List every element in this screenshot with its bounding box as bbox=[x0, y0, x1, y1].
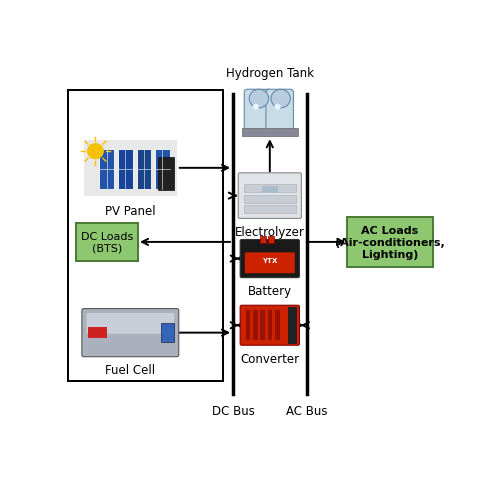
Polygon shape bbox=[100, 150, 114, 190]
Bar bbox=[288, 307, 296, 344]
Bar bbox=[260, 237, 266, 243]
Text: AC Bus: AC Bus bbox=[286, 404, 328, 417]
Polygon shape bbox=[118, 150, 132, 190]
Bar bbox=[260, 311, 265, 340]
Text: Electrolyzer: Electrolyzer bbox=[235, 226, 305, 239]
FancyBboxPatch shape bbox=[82, 309, 179, 357]
Bar bbox=[162, 324, 173, 342]
FancyBboxPatch shape bbox=[238, 173, 302, 219]
FancyBboxPatch shape bbox=[245, 253, 295, 274]
Bar bbox=[262, 186, 278, 194]
Text: Battery: Battery bbox=[248, 285, 292, 298]
Polygon shape bbox=[155, 150, 170, 190]
FancyBboxPatch shape bbox=[76, 224, 138, 261]
FancyBboxPatch shape bbox=[266, 90, 293, 136]
Bar bbox=[268, 311, 272, 340]
Bar bbox=[275, 311, 280, 340]
Text: YTX: YTX bbox=[262, 258, 278, 264]
Circle shape bbox=[250, 90, 268, 108]
Text: AC Loads
(Air-conditioners,
Lighting): AC Loads (Air-conditioners, Lighting) bbox=[335, 226, 445, 259]
FancyBboxPatch shape bbox=[84, 141, 177, 196]
Circle shape bbox=[253, 105, 259, 110]
FancyBboxPatch shape bbox=[240, 240, 300, 278]
Circle shape bbox=[88, 144, 103, 159]
Bar bbox=[242, 129, 298, 137]
Text: DC Loads
(BTS): DC Loads (BTS) bbox=[81, 232, 133, 253]
FancyBboxPatch shape bbox=[86, 313, 174, 334]
FancyBboxPatch shape bbox=[347, 217, 433, 267]
Bar bbox=[158, 157, 174, 191]
Bar bbox=[244, 195, 296, 204]
Text: PV Panel: PV Panel bbox=[105, 204, 156, 217]
FancyBboxPatch shape bbox=[244, 90, 272, 136]
Text: DC Bus: DC Bus bbox=[212, 404, 254, 417]
Bar bbox=[268, 237, 274, 243]
Bar bbox=[246, 311, 250, 340]
Bar bbox=[253, 311, 258, 340]
Text: Hydrogen Tank: Hydrogen Tank bbox=[226, 67, 314, 80]
Text: Fuel Cell: Fuel Cell bbox=[105, 363, 156, 376]
Circle shape bbox=[274, 105, 280, 110]
Bar bbox=[244, 205, 296, 214]
Bar bbox=[88, 327, 107, 338]
FancyBboxPatch shape bbox=[240, 306, 300, 346]
Text: Converter: Converter bbox=[240, 352, 300, 365]
Bar bbox=[244, 185, 296, 193]
Polygon shape bbox=[136, 150, 151, 190]
Circle shape bbox=[271, 90, 290, 108]
